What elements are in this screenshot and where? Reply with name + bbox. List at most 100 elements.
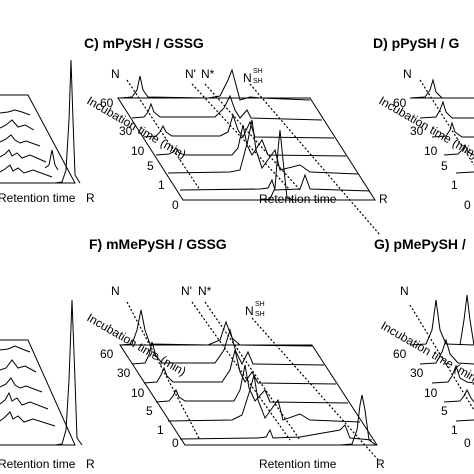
panel-c-peak-nsh-sub: SH: [253, 78, 263, 85]
panel-d-ytick-1: 1: [451, 178, 458, 192]
trace-left-top-2: [0, 119, 35, 131]
panel-d-trace-60: [409, 78, 474, 99]
panel-c-title: C) mPySH / GSSG: [84, 35, 204, 51]
panel-f-trace-30: [131, 328, 325, 366]
panel-c-peak-n: N: [111, 67, 120, 81]
panel-g-trace-30: [419, 338, 474, 365]
panel-c-xlabel: Retention time: [259, 192, 337, 206]
panel-f-peak-nsh-sub: SH: [255, 311, 265, 318]
panel-f-ytick-0: 0: [172, 436, 179, 450]
panel-c-sharp-peak: [259, 129, 296, 201]
panel-c-guide-nprime: [191, 83, 291, 191]
panel-c-peak-nsh: N: [243, 71, 252, 85]
trace-left-bottom-3: [0, 377, 43, 393]
trace-left-top-5: [0, 164, 53, 178]
panel-g-ytick-30: 30: [410, 366, 424, 380]
panel-c-trace-0: [179, 173, 371, 192]
panel-d-ytick-0: 0: [464, 198, 471, 212]
panel-g-ytick-5: 5: [441, 404, 448, 418]
x-end-label-left-top: R: [86, 191, 95, 205]
trace-left-bottom-4: [0, 391, 49, 410]
trace-left-bottom-2: [0, 359, 37, 373]
baseplane-left-top: [0, 94, 76, 184]
panel-f-sharp-peak: [339, 394, 377, 446]
panel-f-guide-n: [126, 301, 201, 441]
panel-c-trace-30: [131, 94, 323, 121]
panel-d-trace-10: [431, 121, 474, 138]
trace-left-top-3: [0, 134, 41, 147]
panel-f-peak-nprime: N': [181, 284, 192, 298]
panel-g-ytick-1: 1: [451, 423, 458, 437]
panel-f-trace-0: [179, 424, 373, 441]
panel-left-bottom: Retention time R: [0, 299, 95, 471]
panel-f-ytick-5: 5: [146, 404, 153, 418]
trace-left-top-sharp-peak: [54, 59, 81, 184]
panel-f-peak-nstar: N*: [198, 284, 212, 298]
panel-f-xlabel: Retention time: [259, 457, 337, 471]
x-end-label-left-bottom: R: [86, 457, 95, 471]
panel-g-trace-5: [443, 388, 474, 403]
trace-left-bottom-5: [0, 411, 56, 427]
panel-g: G) pMePySH / Incubation time (min) 60 30…: [374, 236, 474, 450]
panel-c: C) mPySH / GSSG Incubation time (min) 60…: [84, 35, 388, 236]
panel-d-ytick-60: 60: [393, 96, 407, 110]
panel-c-trace-5: [155, 124, 347, 157]
panel-f-guide-nsh: [251, 317, 381, 463]
panel-g-trace-60: [409, 299, 474, 346]
xlabel-left-top: Retention time: [0, 191, 76, 205]
panel-d: D) pPySH / G N Incubation time (min) 60 …: [373, 35, 474, 212]
panel-c-ytick-30: 30: [119, 124, 133, 138]
panel-f-peak-n: N: [111, 284, 120, 298]
panel-c-peak-nprime: N': [185, 67, 196, 81]
panel-c-ytick-1: 1: [158, 178, 165, 192]
panel-left-top: Retention time R: [0, 59, 95, 205]
panel-f-ytick-10: 10: [131, 386, 145, 400]
panel-f-ytick-60: 60: [100, 347, 114, 361]
panel-d-trace-1: [455, 171, 474, 174]
panel-f-title: F) mMePySH / GSSG: [89, 236, 227, 252]
panel-g-trace-10: [431, 364, 474, 384]
trace-left-bottom-1: [0, 345, 31, 353]
panel-f-peak-nsh: N: [245, 304, 254, 318]
panel-f-x-end-label: R: [376, 457, 385, 471]
panel-f-trace-5: [155, 364, 349, 404]
panel-f-peak-nsh-sup: SH: [255, 301, 265, 308]
panel-c-ytick-0: 0: [172, 198, 179, 212]
trace-left-bottom-sharp-peak: [54, 299, 83, 446]
panel-c-x-end-label: R: [379, 192, 388, 206]
panel-f-trace-60: [119, 309, 313, 347]
xlabel-left-bottom: Retention time: [0, 457, 76, 471]
panel-c-peak-nsh-sup: SH: [253, 68, 263, 75]
panel-c-trace-60: [119, 68, 311, 101]
trace-left-top-1: [0, 109, 31, 116]
panel-f-guide-nprime: [191, 301, 291, 441]
panel-g-title: G) pMePySH /: [374, 236, 466, 252]
panel-g-guide-n: [409, 304, 474, 411]
panel-c-ytick-10: 10: [131, 144, 145, 158]
panel-d-ytick-5: 5: [441, 159, 448, 173]
panel-g-sharp-peak: [459, 294, 474, 346]
panel-g-ytick-10: 10: [424, 386, 438, 400]
panel-d-guide-n: [419, 79, 474, 166]
panel-c-peak-nstar: N*: [201, 67, 215, 81]
panel-c-guide-nsh: [249, 83, 381, 236]
panel-f-trace-10: [143, 349, 337, 385]
panel-g-ytick-60: 60: [393, 347, 407, 361]
panel-c-ytick-5: 5: [147, 159, 154, 173]
panel-d-ytick-10: 10: [424, 144, 438, 158]
panel-f-trace-1: [167, 374, 361, 423]
trace-left-top-4: [0, 149, 47, 163]
panel-g-trace-1: [455, 419, 474, 422]
panel-d-trace-30: [419, 100, 474, 119]
panel-f: F) mMePySH / GSSG Incubation time (min) …: [85, 236, 386, 471]
trace-left-top-peak-2: [44, 149, 59, 171]
panel-c-trace-1: [167, 119, 359, 175]
panel-d-ytick-30: 30: [410, 124, 424, 138]
panel-g-ytick-0: 0: [464, 436, 471, 450]
baseplane-left-bottom: [0, 339, 76, 446]
panel-d-title: D) pPySH / G: [373, 35, 459, 51]
panel-d-peak-n: N: [403, 67, 412, 81]
panel-f-ytick-30: 30: [117, 366, 131, 380]
panel-c-ytick-60: 60: [100, 96, 114, 110]
